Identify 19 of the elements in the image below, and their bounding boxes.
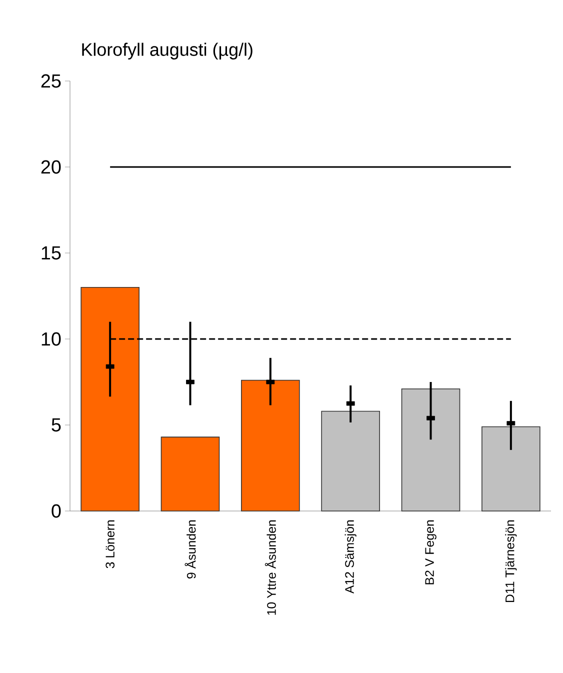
- x-tick-label: D11 Tjärnesjön: [505, 520, 517, 602]
- x-tick-label: 3 Lönern: [106, 520, 114, 568]
- bar: [160, 436, 220, 512]
- y-tick-label: 25: [41, 74, 61, 88]
- x-tick-label: 10 Yttre Åsunden: [264, 520, 276, 615]
- y-tick-label: 15: [42, 246, 61, 260]
- x-tick-label: B2 V Fegen: [425, 520, 436, 584]
- y-tick-label: 5: [52, 418, 61, 432]
- bar: [401, 388, 460, 512]
- bar: [321, 410, 380, 512]
- y-tick-label: 0: [52, 504, 61, 518]
- y-tick-label: 10: [42, 332, 61, 346]
- y-tick-label: 20: [41, 160, 61, 174]
- chart-title: Klorofyll augusti (µg/l): [82, 42, 252, 60]
- bar: [241, 380, 300, 512]
- bar: [482, 426, 540, 512]
- x-tick-label: 9 Åsunden: [184, 520, 196, 578]
- bar: [80, 287, 140, 512]
- x-tick-label: A12 Sämsjön: [344, 520, 356, 594]
